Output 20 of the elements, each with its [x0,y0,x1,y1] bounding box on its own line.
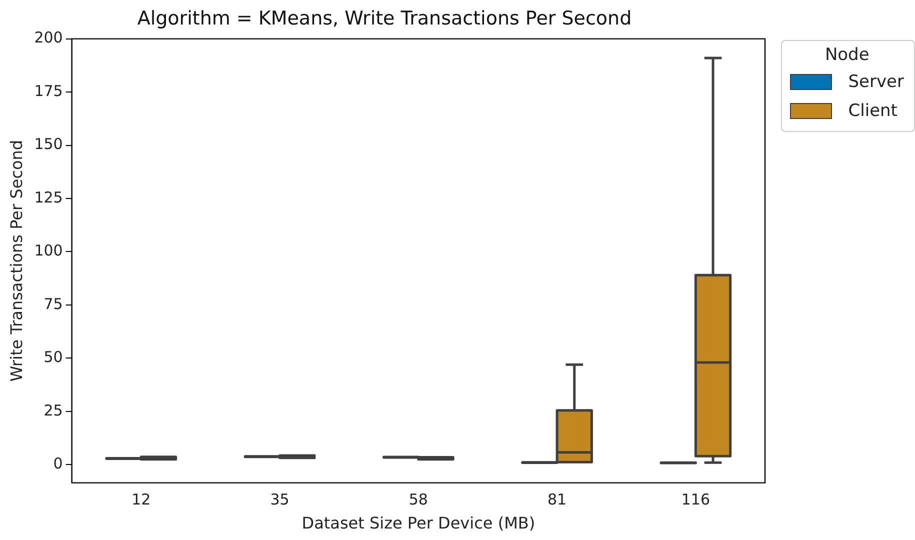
x-tick-label: 58 [408,490,428,509]
y-tick-label: 175 [34,82,63,100]
legend-label: Server [848,72,904,92]
chart-title: Algorithm = KMeans, Write Transactions Per Second [137,7,632,30]
y-axis-title: Write Transactions Per Second [6,140,26,382]
y-tick-label: 50 [44,348,63,366]
y-tick-label: 75 [44,294,63,313]
y-tick-label: 200 [34,28,63,47]
y-tick-label: 125 [34,188,63,206]
x-axis-title: Dataset Size Per Device (MB) [302,514,536,533]
y-tick-label: 150 [34,135,63,154]
y-tick-label: 25 [44,401,63,420]
legend-label: Client [848,100,898,120]
y-tick-label: 0 [53,454,63,473]
x-tick-label: 116 [681,490,710,509]
y-tick-label: 100 [34,242,63,260]
x-tick-label: 12 [132,490,151,509]
x-tick-label: 35 [270,490,290,509]
legend-title: Node [824,45,870,65]
x-tick-label: 81 [548,490,567,509]
